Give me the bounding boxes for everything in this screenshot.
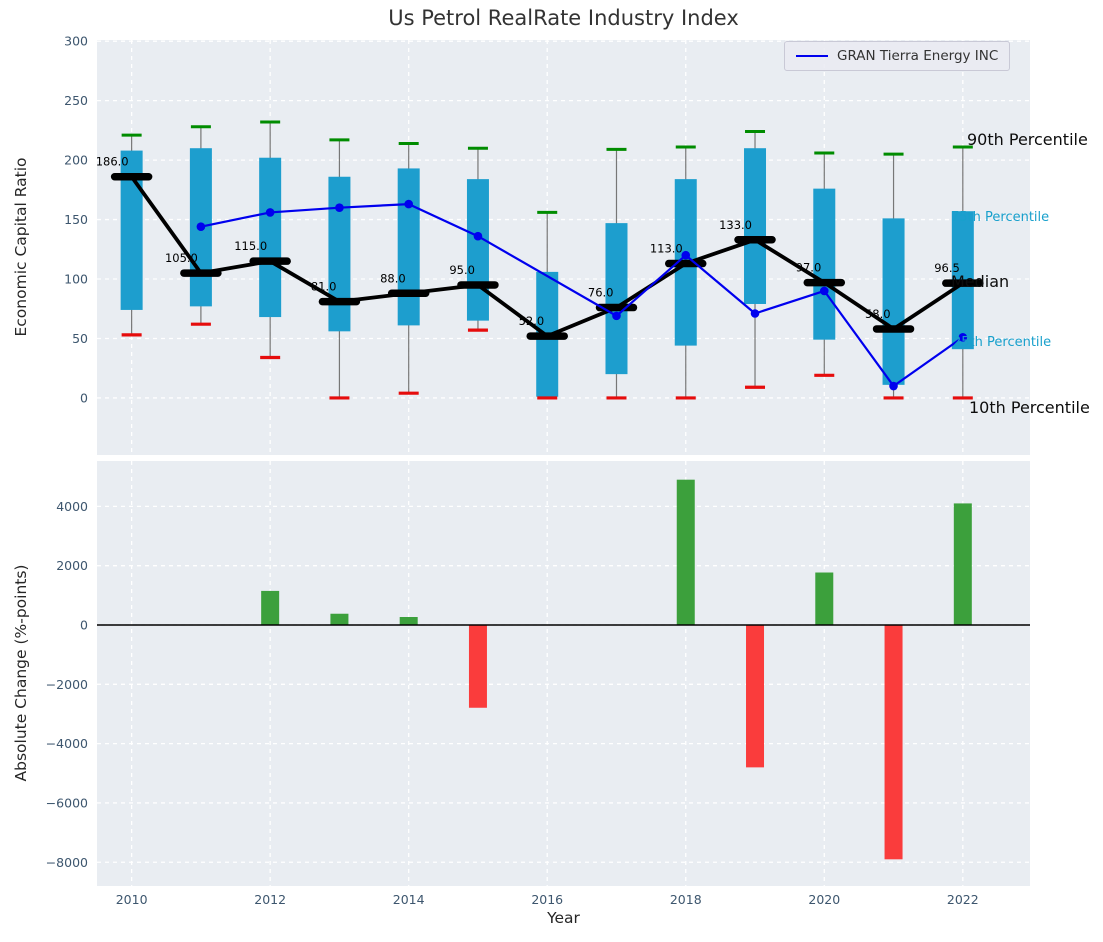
- median-value-label: 88.0: [380, 271, 406, 285]
- gran-tierra-marker: [404, 199, 413, 209]
- gran-tierra-marker: [335, 203, 344, 212]
- annotation-25th-percentile: 25th Percentile: [953, 335, 1052, 350]
- x-tick-label: 2016: [531, 892, 563, 907]
- y-tick-label: 250: [64, 93, 88, 108]
- top-plot-area: [97, 40, 1030, 455]
- y-tick-label: 0: [80, 618, 88, 633]
- legend-label: GRAN Tierra Energy INC: [837, 48, 999, 64]
- iqr-box: [605, 223, 628, 375]
- change-bar: [399, 617, 418, 626]
- y-tick-label: 150: [64, 212, 88, 227]
- change-bar: [330, 613, 349, 626]
- x-axis-label: Year: [547, 909, 580, 927]
- iqr-box: [328, 176, 351, 332]
- median-value-label: 81.0: [311, 280, 337, 294]
- x-tick-label: 2012: [254, 892, 286, 907]
- y-tick-label: 100: [64, 272, 88, 287]
- median-value-label: 113.0: [650, 242, 683, 256]
- gran-tierra-marker: [750, 309, 760, 318]
- y-tick-label: 300: [64, 34, 88, 49]
- iqr-box: [259, 157, 282, 318]
- iqr-box: [120, 150, 143, 310]
- y-axis-label-top: Economic Capital Ratio: [12, 157, 30, 337]
- x-tick-label: 2020: [808, 892, 840, 907]
- gran-tierra-marker: [889, 381, 898, 391]
- change-bar: [884, 625, 903, 860]
- x-tick-label: 2022: [947, 892, 979, 907]
- median-value-label: 58.0: [865, 307, 891, 321]
- median-value-label: 186.0: [96, 155, 129, 169]
- x-tick-label: 2010: [116, 892, 148, 907]
- legend: GRAN Tierra Energy INC: [784, 41, 1011, 71]
- gran-tierra-marker: [473, 231, 483, 241]
- gran-tierra-marker: [958, 332, 968, 342]
- y-tick-label: −2000: [46, 677, 88, 692]
- gran-tierra-marker: [612, 311, 621, 321]
- y-tick-label: −8000: [46, 855, 88, 870]
- median-value-label: 95.0: [449, 263, 475, 277]
- bottom-plot-area: [97, 461, 1030, 886]
- annotation-median: Median: [951, 272, 1010, 291]
- change-bar: [261, 590, 280, 626]
- annotation-90th-percentile: 90th Percentile: [967, 130, 1088, 149]
- change-bar: [676, 479, 695, 626]
- y-tick-label: 4000: [56, 499, 88, 514]
- y-axis-label-bottom: Absolute Change (%-points): [12, 564, 30, 782]
- y-tick-label: 200: [64, 153, 88, 168]
- change-bar: [953, 503, 972, 626]
- iqr-box: [882, 218, 905, 385]
- change-bar: [468, 625, 487, 708]
- y-tick-label: 0: [80, 390, 88, 405]
- y-tick-label: −4000: [46, 736, 88, 751]
- gran-tierra-marker: [196, 222, 206, 231]
- gran-tierra-marker: [681, 250, 691, 260]
- x-tick-label: 2014: [393, 892, 425, 907]
- iqr-box: [466, 179, 489, 321]
- annotation-10th-percentile: 10th Percentile: [969, 398, 1090, 417]
- median-value-label: 76.0: [588, 286, 614, 300]
- median-value-label: 97.0: [796, 261, 822, 275]
- iqr-box: [397, 168, 420, 326]
- y-tick-label: 50: [72, 331, 88, 346]
- median-value-label: 105.0: [165, 251, 198, 265]
- annotation-75th-percentile: 75th Percentile: [951, 210, 1050, 225]
- median-value-label: 133.0: [719, 218, 752, 232]
- gran-tierra-marker: [265, 208, 275, 217]
- median-value-label: 96.5: [934, 261, 960, 275]
- iqr-box: [813, 188, 836, 340]
- legend-line-icon: [796, 55, 828, 57]
- iqr-box: [744, 148, 767, 304]
- median-value-label: 115.0: [234, 239, 267, 253]
- median-value-label: 52.0: [519, 314, 545, 328]
- y-tick-label: −6000: [46, 795, 88, 810]
- gran-tierra-marker: [819, 286, 829, 296]
- chart-title: Us Petrol RealRate Industry Index: [388, 6, 739, 30]
- change-bar: [815, 572, 834, 626]
- x-tick-label: 2018: [670, 892, 702, 907]
- y-tick-label: 2000: [56, 558, 88, 573]
- change-bar: [746, 625, 765, 768]
